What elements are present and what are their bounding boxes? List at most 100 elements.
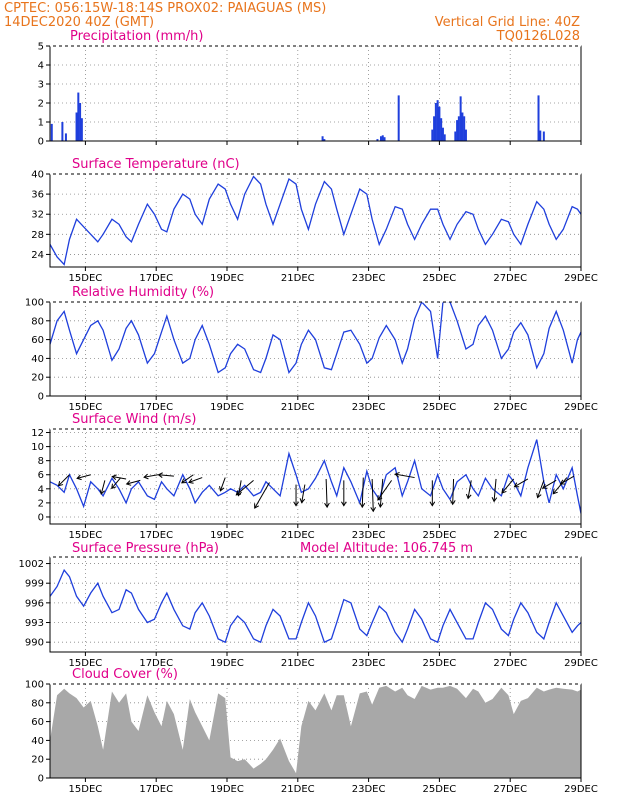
- precip-bar: [440, 118, 443, 141]
- precip-bar: [376, 139, 379, 141]
- y-tick-label: 5: [38, 42, 44, 53]
- precip-bar: [434, 103, 437, 141]
- cloud-cover-area: [50, 685, 581, 778]
- y-tick-label: 60: [31, 717, 44, 728]
- temperature-panel: Surface Temperature (nC) 24 28 32 36 40 15DEC…: [31, 157, 598, 284]
- wind-arrow: [559, 475, 575, 485]
- x-tick-label: 15DEC: [69, 530, 103, 541]
- x-tick-label: 23DEC: [352, 273, 386, 284]
- y-tick-label: 2: [38, 498, 44, 509]
- precipitation-panel: Precipitation (mm/h) 0 1 2 3 4 5: [38, 29, 582, 148]
- wind-arrow: [513, 478, 529, 488]
- x-tick-label: 17DEC: [139, 273, 173, 284]
- precip-bar: [454, 131, 457, 141]
- precip-bar: [441, 127, 444, 141]
- x-tick-label: 25DEC: [423, 273, 457, 284]
- y-tick-label: 4: [38, 61, 44, 72]
- precip-bar: [323, 139, 326, 141]
- x-tick-label: 19DEC: [210, 784, 244, 795]
- precip-bar: [537, 95, 540, 141]
- series-line: [50, 568, 581, 644]
- wind-title: Surface Wind (m/s): [72, 412, 196, 427]
- wind-arrow: [299, 484, 306, 504]
- y-tick-label: 32: [31, 210, 44, 221]
- precip-bar: [381, 135, 384, 141]
- precip-bar: [431, 129, 434, 141]
- wind-arrow: [235, 479, 254, 496]
- wind-arrow: [188, 477, 203, 484]
- x-tick-label: 29DEC: [564, 658, 598, 669]
- x-tick-label: 29DEC: [564, 273, 598, 284]
- precip-bar: [539, 130, 542, 141]
- header-station-line: CPTEC: 056:15W-18:14S PROX02: PAIAGUAS (…: [4, 1, 326, 16]
- y-tick-label: 20: [31, 755, 44, 766]
- wind-arrow: [324, 478, 330, 509]
- wind-arrow: [377, 478, 384, 508]
- humidity-panel: Relative Humidity (%) 0 20 40 60 80 100 15DEC 1…: [25, 285, 598, 413]
- precip-bar: [79, 103, 82, 141]
- y-tick-label: 8: [38, 456, 44, 467]
- x-tick-label: 19DEC: [210, 402, 244, 413]
- wind-arrow: [465, 480, 472, 500]
- panel-frame: [49, 45, 582, 142]
- x-tick-label: 27DEC: [493, 530, 527, 541]
- y-tick-label: 80: [31, 698, 44, 709]
- wind-arrow: [501, 478, 515, 494]
- y-tick-label: 12: [31, 428, 44, 439]
- y-tick-label: 40: [31, 736, 44, 747]
- wind-arrow: [99, 480, 106, 495]
- y-tick-label: 6: [38, 470, 44, 481]
- wind-panel: Surface Wind (m/s) 0 2 4 6 8 10 12 15DEC 17DEC 19…: [31, 412, 598, 541]
- wind-arrow: [541, 479, 557, 489]
- precip-bar: [379, 136, 382, 141]
- precip-bar: [383, 137, 386, 141]
- x-tick-label: 21DEC: [281, 402, 315, 413]
- series-line: [50, 302, 581, 374]
- x-tick-label: 19DEC: [210, 530, 244, 541]
- x-tick-label: 15DEC: [69, 784, 103, 795]
- precip-bar: [461, 112, 464, 141]
- pressure-title: Surface Pressure (hPa): [72, 541, 219, 556]
- header-run-code: TQ0126L028: [496, 29, 580, 44]
- precip-bar: [50, 123, 53, 141]
- x-tick-label: 23DEC: [352, 530, 386, 541]
- wind-arrow: [359, 477, 366, 509]
- x-tick-label: 23DEC: [352, 402, 386, 413]
- y-tick-label: 60: [31, 335, 44, 346]
- wind-arrow: [76, 474, 91, 481]
- precip-bar: [77, 92, 80, 141]
- header-grid-note: Vertical Grid Line: 40Z: [435, 15, 580, 30]
- y-tick-label: 990: [25, 638, 44, 649]
- x-tick-label: 29DEC: [564, 784, 598, 795]
- y-tick-label: 0: [38, 392, 44, 403]
- wind-arrow: [57, 474, 70, 487]
- wind-arrow: [429, 480, 436, 507]
- precip-bar: [464, 129, 467, 141]
- precip-bar: [61, 122, 64, 141]
- precip-bar: [438, 106, 441, 141]
- panel-frame: [49, 301, 582, 397]
- wind-arrow: [536, 480, 545, 499]
- wind-arrow: [125, 479, 141, 486]
- y-tick-label: 1002: [19, 559, 44, 570]
- cloud-cover-title: Cloud Cover (%): [72, 667, 178, 682]
- y-tick-label: 0: [38, 137, 44, 148]
- y-tick-label: 100: [25, 680, 44, 691]
- precip-bar: [443, 134, 446, 141]
- wind-arrow: [340, 480, 347, 507]
- wind-arrow: [370, 478, 376, 513]
- y-tick-label: 999: [25, 579, 44, 590]
- x-tick-label: 27DEC: [493, 784, 527, 795]
- wind-arrow: [491, 478, 498, 503]
- y-tick-label: 993: [25, 618, 44, 629]
- x-tick-label: 21DEC: [281, 784, 315, 795]
- precip-bar: [321, 136, 324, 141]
- series-line: [50, 175, 581, 266]
- wind-arrow: [449, 478, 456, 506]
- y-tick-label: 1: [38, 118, 44, 129]
- x-tick-label: 21DEC: [281, 658, 315, 669]
- y-tick-label: 0: [38, 774, 44, 785]
- precip-bar: [436, 100, 439, 141]
- precip-bar: [64, 133, 67, 141]
